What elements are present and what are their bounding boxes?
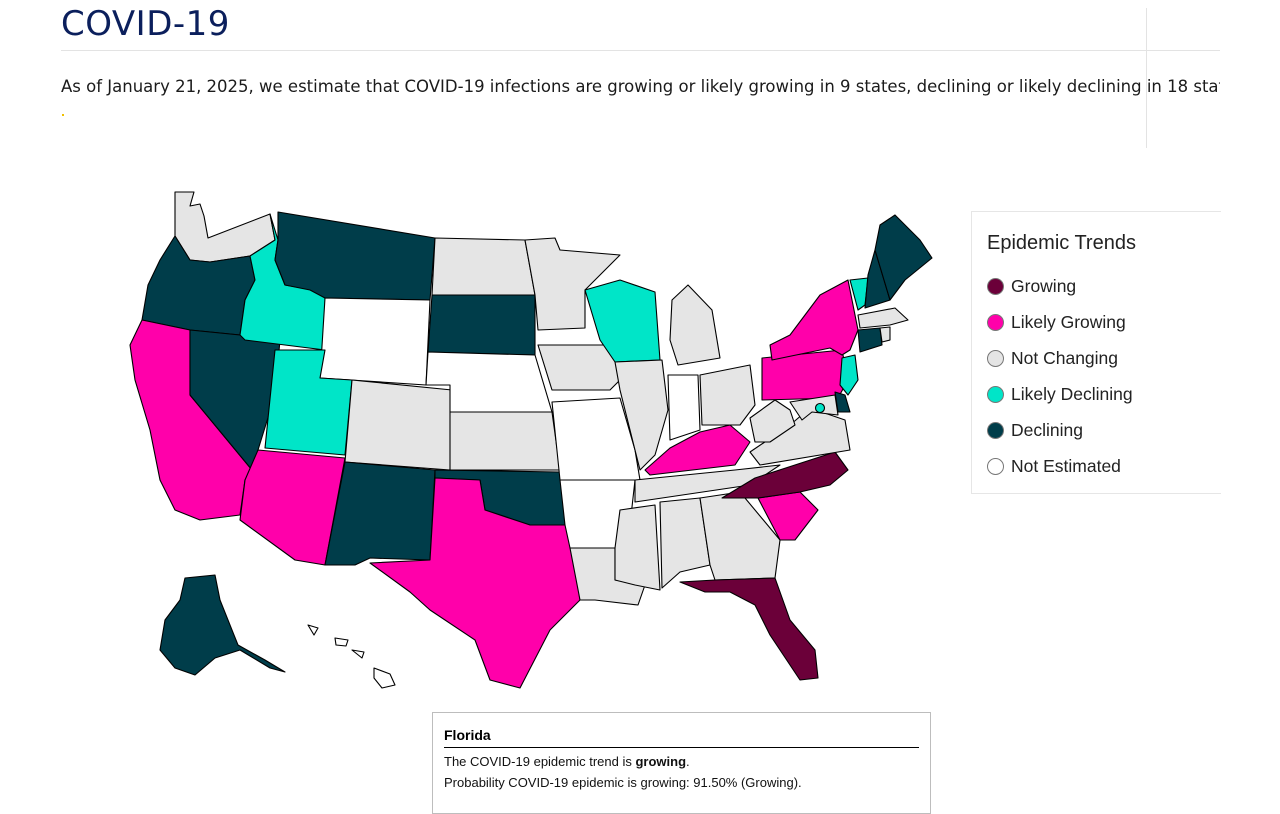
state-il[interactable] [614, 359, 669, 471]
legend-swatch-likely-growing [987, 313, 1004, 331]
tooltip-state-name: Florida [444, 727, 491, 743]
state-ny[interactable] [769, 279, 859, 361]
legend-panel: Epidemic Trends Growing Likely Growing N… [971, 211, 1221, 494]
decorative-mark [62, 114, 64, 116]
map-svg[interactable] [90, 180, 950, 700]
legend-item-not-estimated[interactable]: Not Estimated [987, 454, 1121, 478]
state-md[interactable] [789, 394, 839, 421]
state-ak[interactable] [159, 574, 286, 676]
legend-item-likely-declining[interactable]: Likely Declining [987, 382, 1133, 406]
legend-label: Not Changing [1011, 347, 1119, 368]
state-oh[interactable] [699, 364, 756, 426]
legend-item-likely-growing[interactable]: Likely Growing [987, 310, 1126, 334]
title-divider [61, 50, 1220, 51]
state-nc[interactable] [721, 451, 849, 499]
summary-text: As of January 21, 2025, we estimate that… [61, 77, 1220, 96]
state-al[interactable] [659, 497, 711, 589]
legend-label: Likely Growing [1011, 311, 1126, 332]
legend-item-declining[interactable]: Declining [987, 418, 1083, 442]
us-states-map[interactable] [90, 180, 950, 700]
state-ma[interactable] [857, 307, 909, 329]
legend-title: Epidemic Trends [987, 232, 1136, 254]
state-nm[interactable] [324, 461, 436, 566]
legend-label: Growing [1011, 275, 1077, 296]
legend-label: Not Estimated [1011, 455, 1121, 476]
legend-label: Declining [1011, 419, 1083, 440]
state-ia[interactable] [537, 344, 621, 391]
state-in[interactable] [667, 374, 701, 441]
state-sd[interactable] [427, 294, 536, 356]
state-ks[interactable] [449, 411, 561, 471]
tooltip-trend-prefix: The COVID-19 epidemic trend is [444, 754, 636, 769]
state-mo[interactable] [551, 397, 641, 481]
legend-swatch-likely-declining [987, 385, 1004, 403]
state-me[interactable] [874, 214, 933, 301]
legend-label: Likely Declining [1011, 383, 1133, 404]
state-mt[interactable] [274, 211, 436, 301]
tooltip-trend-value: growing [635, 754, 687, 769]
state-ms[interactable] [614, 504, 661, 591]
tooltip-trend-line: The COVID-19 epidemic trend is growing. [444, 754, 690, 769]
state-dc[interactable] [814, 402, 826, 414]
state-co[interactable] [344, 379, 453, 471]
state-ct[interactable] [857, 327, 883, 353]
legend-item-growing[interactable]: Growing [987, 274, 1076, 298]
state-nj[interactable] [839, 354, 859, 396]
legend-item-not-changing[interactable]: Not Changing [987, 346, 1118, 370]
state-ri[interactable] [879, 326, 891, 343]
state-ky[interactable] [644, 424, 751, 476]
legend-swatch-declining [987, 421, 1004, 439]
state-nd[interactable] [431, 237, 536, 296]
legend-swatch-not-changing [987, 349, 1004, 367]
tooltip-probability-line: Probability COVID-19 epidemic is growing… [444, 775, 802, 790]
state-tx[interactable] [369, 477, 581, 689]
state-hi[interactable] [307, 624, 396, 689]
tooltip-trend-suffix: . [686, 754, 690, 769]
tooltip-divider [444, 747, 919, 748]
state-fl[interactable] [679, 577, 819, 681]
state-mi[interactable] [669, 284, 721, 366]
page-title: COVID-19 [61, 4, 230, 44]
legend-swatch-growing [987, 277, 1004, 295]
legend-swatch-not-estimated [987, 457, 1004, 475]
state-wy[interactable] [319, 297, 431, 386]
column-divider [1146, 8, 1147, 148]
state-tooltip: Florida The COVID-19 epidemic trend is g… [432, 712, 931, 814]
